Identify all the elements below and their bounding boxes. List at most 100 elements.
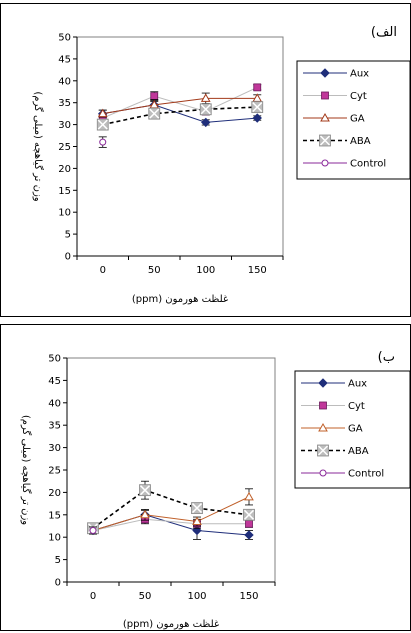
data-point-cyt (245, 519, 253, 528)
series-line-aba (102, 106, 258, 126)
chart-panel-a: (الف 0 5 10 15 20 25 30 35 40 45 50 0 50 100 150 غلظت هو… (0, 3, 411, 317)
series-control (98, 136, 107, 148)
legend-label-cyt: Cyt (348, 401, 365, 412)
y-tick-label: 30 (48, 443, 61, 454)
legend-box (294, 370, 411, 489)
y-tick-label: 35 (48, 421, 61, 432)
legend-marker-cyt (321, 91, 329, 100)
y-tick-label: 0 (55, 578, 61, 589)
y-axis-label: وزن تر گیاهچه (میلی گرم) (20, 415, 32, 525)
legend-label-ga: GA (348, 424, 363, 435)
data-point-aux (244, 530, 254, 540)
series-control (89, 526, 97, 535)
data-point-aba (251, 101, 264, 113)
y-tick-label: 40 (48, 398, 61, 409)
y-tick-label: 15 (48, 510, 61, 521)
legend-marker-control (319, 469, 327, 477)
legend-marker-ga (318, 422, 328, 432)
legend-label-aba: ABA (348, 446, 369, 457)
legend-label-aba: ABA (350, 136, 371, 147)
legend-label-aux: Aux (348, 379, 367, 390)
data-point-ga (200, 93, 211, 102)
legend-label-control: Control (350, 159, 386, 170)
x-tick-label: 0 (90, 591, 96, 602)
chart-a: (الف 0 5 10 15 20 25 30 35 40 45 50 0 50 100 150 غلظت هو… (32, 25, 411, 305)
x-tick-label: 100 (196, 265, 215, 276)
data-point-aux (201, 117, 211, 128)
data-point-aba (148, 107, 161, 120)
y-tick-label: 5 (55, 555, 61, 566)
series-ga (97, 92, 263, 118)
series-aba (96, 101, 264, 131)
legend-marker-aux (318, 378, 328, 388)
legend-marker-aba (319, 134, 331, 147)
legend-label-cyt: Cyt (350, 91, 367, 102)
legend-marker-control (321, 159, 329, 167)
panel-label: (ب (378, 350, 395, 365)
data-point-ga (97, 108, 108, 118)
data-point-cyt (150, 92, 159, 101)
series-aux (98, 100, 262, 128)
y-tick-label: 45 (48, 376, 61, 387)
chart-panel-b: (ب 0 5 10 15 20 25 30 35 40 45 50 0 50 100 150 غلظت هورم… (0, 324, 411, 631)
data-point-aba (191, 502, 203, 514)
legend-marker-aba (317, 444, 329, 457)
y-tick-label: 20 (58, 164, 71, 175)
data-point-ga (244, 491, 254, 501)
series-line-aba (92, 489, 250, 529)
x-tick-label: 150 (248, 265, 267, 276)
y-tick-label: 10 (48, 533, 61, 544)
series-line-cyt (102, 86, 258, 119)
x-tick-label: 0 (100, 265, 106, 276)
plot-area (76, 36, 284, 257)
y-tick-label: 50 (48, 354, 61, 365)
data-point-aba (139, 484, 151, 497)
panel-label: (الف (371, 25, 397, 40)
series-line-cyt (92, 518, 249, 531)
series-line-ga (102, 97, 258, 115)
series-ga (88, 488, 254, 535)
legend-box (296, 60, 411, 180)
legend: Aux Cyt GA ABA Control (294, 370, 411, 489)
data-point-control (99, 138, 107, 146)
data-point-aba (199, 103, 212, 116)
legend-label-ga: GA (350, 114, 365, 125)
series-line-ga (92, 496, 250, 531)
data-point-control (89, 526, 97, 534)
y-tick-label: 0 (65, 252, 71, 263)
y-tick-label: 25 (58, 142, 71, 153)
x-tick-label: 50 (148, 265, 161, 276)
legend-label-control: Control (348, 469, 384, 480)
y-tick-label: 15 (58, 186, 71, 197)
data-point-aba (243, 508, 255, 521)
series-aux (88, 509, 254, 540)
legend: Aux Cyt GA ABA Control (296, 60, 411, 180)
legend-marker-aux (320, 68, 330, 78)
y-tick-label: 35 (58, 98, 71, 109)
y-axis-label: وزن تر گیاهچه (میلی گرم) (32, 91, 44, 201)
y-tick-label: 50 (58, 33, 71, 44)
chart-b: (ب 0 5 10 15 20 25 30 35 40 45 50 0 50 100 150 غلظت هورم… (20, 350, 411, 630)
series-cyt (98, 83, 262, 122)
x-axis-label: غلظت هورمون (ppm) (123, 619, 219, 630)
plot-area (66, 357, 276, 583)
x-tick-label: 50 (139, 591, 152, 602)
y-tick-label: 25 (48, 466, 61, 477)
data-point-ga (140, 509, 150, 519)
y-tick-label: 40 (58, 76, 71, 87)
data-point-cyt (253, 83, 262, 92)
data-point-aba (96, 118, 109, 131)
legend-label-aux: Aux (350, 69, 369, 80)
y-tick-label: 30 (58, 120, 71, 131)
y-tick-label: 45 (58, 54, 71, 65)
legend-marker-cyt (319, 401, 327, 410)
data-point-ga (192, 516, 202, 526)
y-tick-label: 20 (48, 488, 61, 499)
y-tick-label: 10 (58, 208, 71, 219)
legend-marker-ga (320, 112, 330, 122)
x-tick-label: 100 (187, 591, 206, 602)
x-axis-label: غلظت هورمون (ppm) (132, 294, 228, 305)
x-tick-label: 150 (239, 591, 258, 602)
y-tick-label: 5 (65, 230, 71, 241)
data-point-aux (252, 113, 262, 123)
